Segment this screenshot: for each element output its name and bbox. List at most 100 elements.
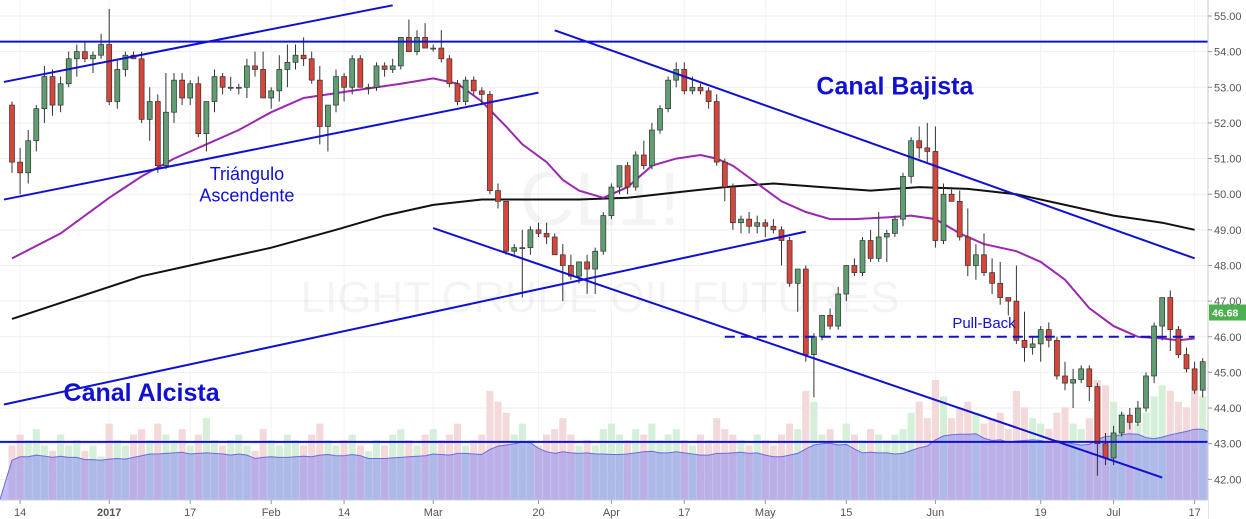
candle bbox=[1199, 358, 1206, 398]
candle-body bbox=[381, 65, 388, 70]
candle bbox=[543, 222, 550, 245]
candle bbox=[106, 8, 113, 106]
candle-body bbox=[616, 165, 623, 188]
candle bbox=[1013, 265, 1020, 344]
candle-body bbox=[33, 108, 40, 142]
candle bbox=[924, 122, 931, 163]
candle bbox=[381, 62, 388, 77]
candle-body bbox=[543, 233, 550, 238]
channel-up-upper bbox=[3, 4, 393, 83]
candle-body bbox=[341, 76, 347, 88]
candle bbox=[730, 183, 736, 230]
price-tick-label: 50.00 bbox=[1214, 189, 1242, 201]
candle-body bbox=[754, 222, 761, 227]
candle-body bbox=[1094, 386, 1101, 445]
candle bbox=[713, 94, 720, 166]
candle-body bbox=[1062, 375, 1068, 384]
candle bbox=[146, 87, 153, 141]
candle-body bbox=[503, 200, 509, 252]
candle bbox=[616, 165, 623, 195]
candle bbox=[33, 105, 40, 152]
candle bbox=[665, 76, 671, 113]
candle-body bbox=[665, 79, 671, 110]
time-tick-label: Feb bbox=[262, 507, 281, 519]
candle bbox=[964, 208, 971, 277]
candle-body bbox=[1151, 325, 1157, 377]
candle bbox=[276, 55, 283, 102]
candle bbox=[786, 236, 793, 287]
candle-body bbox=[1054, 339, 1060, 377]
candle-body bbox=[487, 94, 493, 191]
candle-body bbox=[551, 236, 558, 256]
candle-body bbox=[17, 161, 23, 174]
candle bbox=[608, 183, 615, 220]
candle bbox=[657, 105, 663, 134]
time-axis-background bbox=[0, 500, 1208, 519]
candle-body bbox=[1037, 329, 1044, 345]
candle-body bbox=[681, 69, 688, 92]
moving-averages bbox=[11, 77, 1195, 342]
candle-body bbox=[892, 218, 898, 234]
candle bbox=[956, 190, 963, 241]
candle-body bbox=[114, 69, 121, 102]
candle bbox=[98, 33, 104, 59]
candle bbox=[422, 23, 428, 49]
candle-body bbox=[219, 76, 226, 88]
price-tick-label: 46.00 bbox=[1214, 332, 1242, 344]
candle-body bbox=[357, 58, 364, 88]
price-tick-label: 42.00 bbox=[1214, 474, 1242, 486]
time-tick-label: Jul bbox=[1107, 507, 1121, 519]
time-tick-label: Apr bbox=[603, 507, 620, 519]
candle bbox=[341, 73, 347, 102]
candle-body bbox=[835, 293, 842, 327]
candle-body bbox=[146, 101, 153, 120]
candle-body bbox=[195, 83, 202, 134]
candle bbox=[1110, 425, 1117, 466]
candle bbox=[632, 151, 639, 191]
candle bbox=[859, 236, 866, 277]
price-tick-label: 51.00 bbox=[1214, 154, 1242, 166]
candle-body bbox=[430, 47, 437, 50]
candle-body bbox=[154, 101, 161, 167]
label-canal-bajista: Canal Bajista bbox=[816, 72, 974, 100]
candle-body bbox=[981, 254, 987, 273]
candle-body bbox=[1183, 354, 1190, 370]
candle bbox=[430, 44, 437, 52]
candle-body bbox=[25, 140, 32, 174]
candle bbox=[90, 51, 96, 74]
candle-body bbox=[1143, 375, 1149, 409]
candle-body bbox=[940, 193, 947, 241]
candle-body bbox=[49, 76, 56, 106]
candle bbox=[57, 76, 64, 113]
trend-drawings bbox=[0, 4, 1208, 479]
candle bbox=[462, 76, 469, 106]
candle-body bbox=[1086, 368, 1093, 388]
candle bbox=[649, 122, 655, 170]
candle bbox=[292, 44, 299, 70]
candle bbox=[82, 40, 88, 63]
candle-body bbox=[325, 104, 331, 127]
candle bbox=[932, 126, 939, 248]
time-tick-label: 14 bbox=[14, 507, 26, 519]
candle-body bbox=[138, 58, 145, 120]
candle-body bbox=[859, 240, 866, 273]
candle bbox=[527, 226, 534, 255]
price-tick-label: 54.00 bbox=[1214, 47, 1242, 59]
candle-body bbox=[495, 190, 501, 202]
candle-body bbox=[689, 86, 696, 92]
candle-body bbox=[997, 282, 1004, 298]
candle-body bbox=[786, 240, 793, 284]
candle bbox=[802, 265, 809, 362]
candle-body bbox=[389, 65, 396, 70]
candle bbox=[762, 219, 769, 237]
candle-body bbox=[316, 79, 323, 127]
candle-body bbox=[1175, 329, 1182, 355]
candle-body bbox=[811, 336, 817, 355]
candle-body bbox=[738, 218, 744, 224]
candle-body bbox=[333, 76, 339, 106]
candle bbox=[827, 308, 833, 330]
candle bbox=[705, 87, 712, 109]
candle-body bbox=[1191, 368, 1198, 391]
candle-body bbox=[1021, 339, 1028, 348]
candle bbox=[1175, 326, 1182, 359]
